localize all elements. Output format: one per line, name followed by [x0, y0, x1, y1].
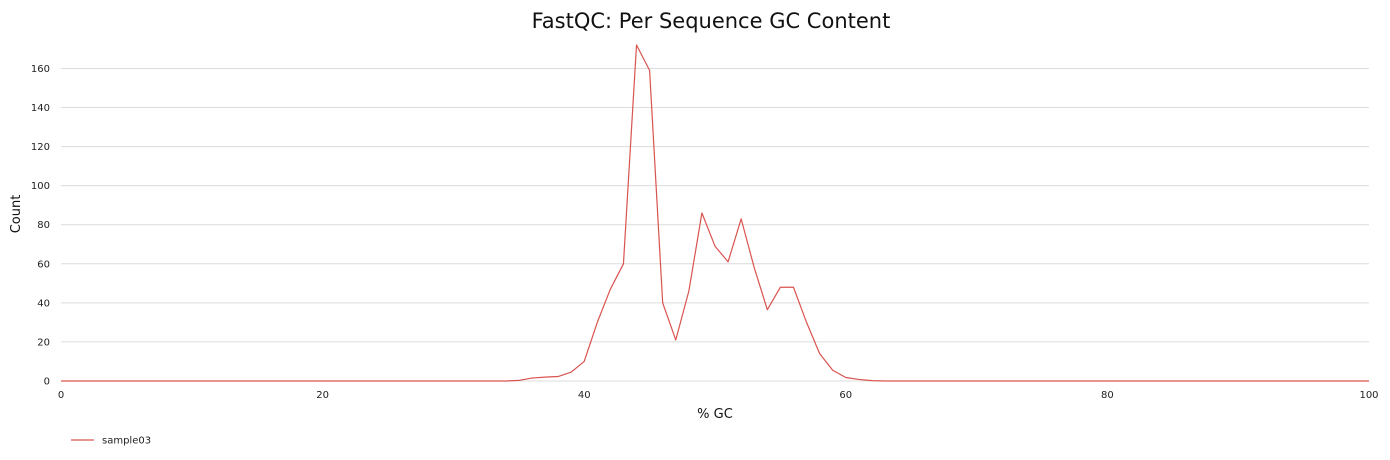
y-tick-label: 160 [31, 64, 50, 75]
y-tick-label: 40 [37, 298, 50, 309]
x-tick-label: 40 [578, 390, 591, 401]
legend-label[interactable]: sample03 [102, 436, 151, 447]
x-tick-labels: 0 20 40 60 80 100 [58, 390, 1379, 401]
x-tick-label: 100 [1359, 390, 1378, 401]
x-tick-label: 60 [839, 390, 852, 401]
x-tick-label: 80 [1101, 390, 1114, 401]
grid-lines [61, 67, 1369, 382]
chart-title: FastQC: Per Sequence GC Content [532, 9, 891, 33]
y-tick-label: 140 [31, 103, 50, 114]
y-tick-label: 120 [31, 142, 50, 153]
y-tick-labels: 0 20 40 60 80 100 120 140 160 [31, 64, 50, 388]
legend[interactable]: sample03 [71, 436, 151, 447]
x-axis-label: % GC [697, 407, 733, 422]
series-line-sample03 [61, 44, 1369, 382]
x-tick-label: 20 [316, 390, 329, 401]
series-lines [61, 44, 1369, 382]
y-tick-label: 60 [37, 259, 50, 270]
y-tick-label: 100 [31, 181, 50, 192]
y-tick-label: 0 [44, 377, 50, 388]
y-tick-label: 20 [37, 337, 50, 348]
y-axis-label: Count [9, 195, 24, 234]
x-tick-label: 0 [58, 390, 64, 401]
y-tick-label: 80 [37, 220, 50, 231]
